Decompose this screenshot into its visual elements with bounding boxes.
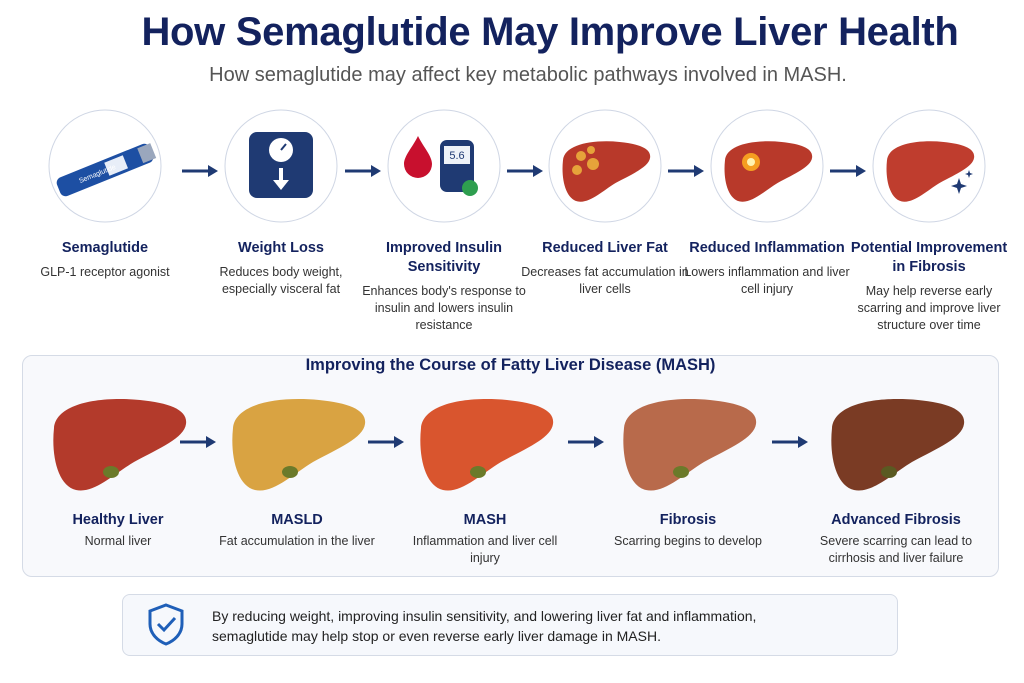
- step-description: Lowers inflammation and liver cell injur…: [684, 265, 850, 296]
- stage-description: Normal liver: [84, 534, 152, 548]
- arrow: [180, 435, 216, 449]
- meter-reading: 5.6: [449, 150, 464, 162]
- stage: MASLD Fat accumulation in the liver: [212, 390, 382, 550]
- note-text: By reducing weight, improving insulin se…: [212, 608, 757, 644]
- liver-advanced: [831, 399, 965, 491]
- arrow: [830, 164, 866, 178]
- icon-inflammation: [710, 109, 824, 223]
- icon-semaglutide: Semaglutide: [48, 109, 162, 223]
- stage-description: Fat accumulation in the liver: [219, 534, 375, 548]
- stage: Advanced Fibrosis Severe scarring can le…: [811, 390, 981, 567]
- icon-fibrosis: [872, 109, 986, 223]
- stage-description: Scarring begins to develop: [613, 534, 762, 548]
- subtitle: How semaglutide may affect key metabolic…: [209, 64, 847, 86]
- stage: MASH Inflammation and liver cell injury: [400, 390, 570, 567]
- step-description: May help reverse early scarring and impr…: [857, 284, 1001, 332]
- arrow: [772, 435, 808, 449]
- stage-description: Inflammation and liver cell injury: [412, 534, 558, 565]
- step: Weight Loss Reduces body weight, especia…: [196, 108, 366, 298]
- note-panel: [122, 594, 898, 656]
- liver-healthy: [53, 399, 187, 491]
- step-description: GLP-1 receptor agonist: [40, 265, 170, 279]
- stage: Fibrosis Scarring begins to develop: [603, 390, 773, 550]
- icon-scale: [224, 109, 338, 223]
- arrow: [507, 164, 543, 178]
- arrow: [368, 435, 404, 449]
- liver-mash: [420, 399, 554, 491]
- step-description: Decreases fat accumulation in liver cell…: [521, 265, 689, 296]
- liver-fibrosis: [623, 399, 757, 491]
- liver-masld: [232, 399, 366, 491]
- step-description: Reduces body weight, especially visceral…: [219, 265, 343, 296]
- step: Reduced Liver Fat Decreases fat accumula…: [520, 108, 690, 298]
- stage: Healthy Liver Normal liver: [33, 390, 203, 550]
- icon-glucose: 5.6: [387, 109, 501, 223]
- arrow: [668, 164, 704, 178]
- step: Reduced Inflammation Lowers inflammation…: [682, 108, 852, 298]
- arrow: [568, 435, 604, 449]
- step-title: Improved Insulin Sensitivity: [385, 240, 502, 275]
- step: 5.6 Improved Insulin Sensitivity Enhance…: [359, 108, 529, 334]
- step-title: Potential Improvement in Fibrosis: [850, 240, 1008, 275]
- stage-name: MASH: [463, 512, 507, 528]
- step-title: Weight Loss: [238, 240, 324, 256]
- stage-name: Advanced Fibrosis: [831, 512, 961, 528]
- stage-name: MASLD: [271, 512, 323, 528]
- stage-name: Healthy Liver: [72, 512, 164, 528]
- stage-name: Fibrosis: [659, 512, 717, 528]
- title: How Semaglutide May Improve Liver Health: [141, 10, 959, 54]
- step: Potential Improvement in Fibrosis May he…: [844, 108, 1014, 334]
- step-title: Reduced Inflammation: [689, 240, 845, 256]
- step-description: Enhances body's response to insulin and …: [362, 284, 526, 332]
- icon-liver-fat: [548, 109, 662, 223]
- step: Semaglutide Semaglutide GLP-1 receptor a…: [20, 108, 190, 281]
- stages-title: Improving the Course of Fatty Liver Dise…: [305, 356, 716, 374]
- arrow: [182, 164, 218, 178]
- arrow: [345, 164, 381, 178]
- step-title: Reduced Liver Fat: [542, 240, 668, 256]
- shield-icon: [148, 603, 184, 646]
- stage-description: Severe scarring can lead to cirrhosis an…: [819, 534, 973, 565]
- step-title: Semaglutide: [61, 240, 149, 256]
